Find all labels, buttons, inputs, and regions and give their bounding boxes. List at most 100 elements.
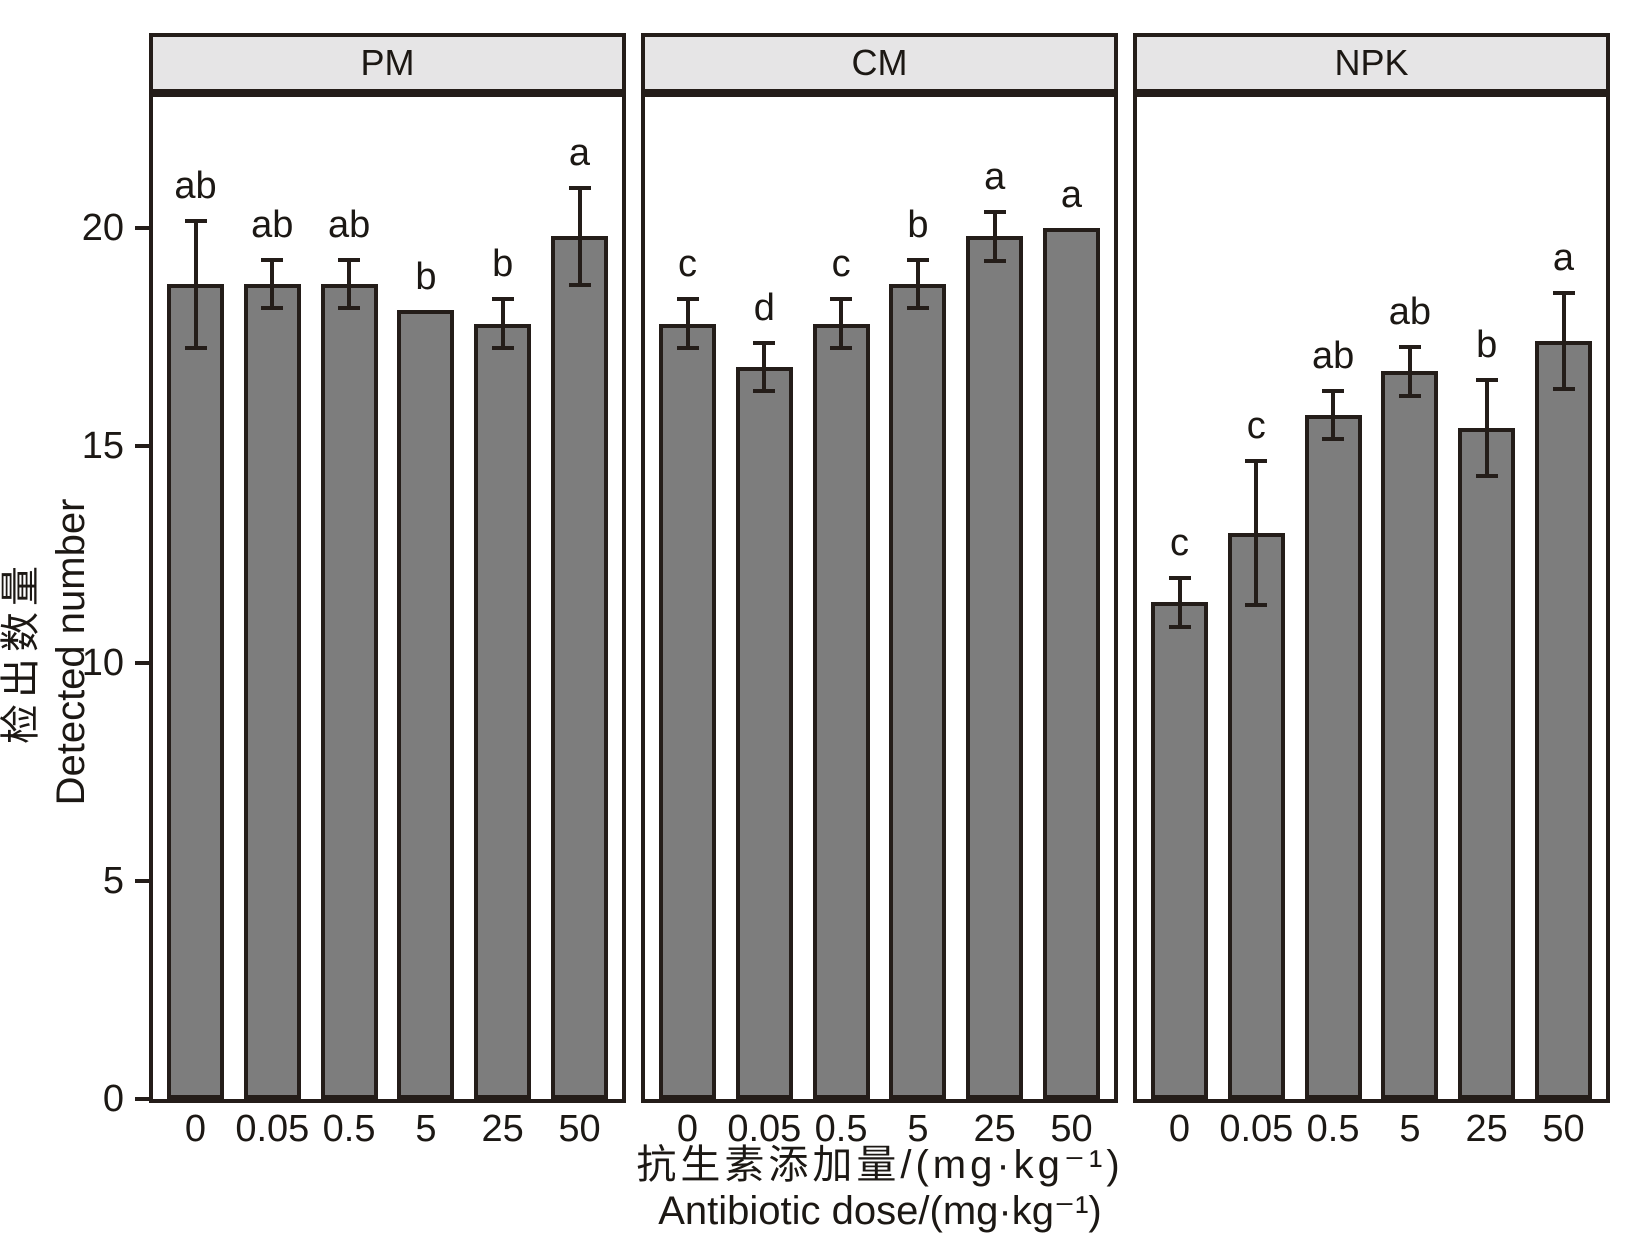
- bar-npk-0.05: [1227, 532, 1285, 1099]
- error-cap-top: [338, 258, 361, 263]
- bar-cm-0.5: [812, 323, 870, 1099]
- y-tick-label-20: 20: [81, 206, 124, 249]
- sig-letter-npk-0: c: [1170, 522, 1189, 565]
- x-tick-label-npk-50: 50: [1542, 1108, 1585, 1150]
- x-axis-title-zh: 抗生素添加量/(mg·kg⁻¹): [636, 1143, 1124, 1187]
- sig-letter-pm-25: b: [492, 243, 514, 286]
- y-tick-label-15: 15: [81, 424, 124, 467]
- sig-letter-npk-0.5: ab: [1311, 334, 1355, 377]
- sig-letter-cm-5: b: [907, 204, 929, 247]
- x-tick-label-npk-0.5: 0.5: [1306, 1108, 1360, 1150]
- facet-panel-pm: ab ab ab b b a: [149, 93, 626, 1103]
- error-cap-top: [261, 258, 284, 263]
- error-cap-bottom: [338, 306, 361, 311]
- error-bar-pm-0.5: [347, 258, 352, 311]
- y-tick-mark-10: [135, 661, 149, 666]
- sig-letter-npk-25: b: [1476, 324, 1498, 366]
- error-cap-top: [1245, 458, 1268, 463]
- error-cap-bottom: [568, 282, 591, 287]
- bar-pm-0.05: [243, 284, 301, 1099]
- error-cap-bottom: [1168, 624, 1191, 629]
- error-cap-top: [1322, 388, 1345, 393]
- y-tick-label-0: 0: [102, 1078, 124, 1120]
- error-bar-npk-50: [1561, 290, 1566, 392]
- facet-panel-cm: c d c b a a: [641, 93, 1118, 1103]
- y-tick-mark-0: [135, 1097, 149, 1101]
- error-cap-bottom: [491, 345, 514, 350]
- x-tick-label-pm-50: 50: [558, 1108, 601, 1150]
- sig-letter-npk-0.05: c: [1246, 404, 1266, 447]
- sig-letter-cm-25: a: [984, 156, 1006, 199]
- bar-cm-5: [889, 284, 947, 1099]
- error-bar-cm-25: [992, 210, 997, 263]
- sig-letter-pm-0: ab: [174, 164, 217, 207]
- x-tick-label-pm-0.05: 0.05: [235, 1108, 310, 1150]
- error-cap-bottom: [1398, 393, 1421, 398]
- x-tick-label-cm-25: 25: [973, 1108, 1016, 1150]
- error-cap-top: [568, 186, 591, 191]
- x-tick-label-npk-5: 5: [1399, 1108, 1421, 1150]
- x-tick-label-cm-5: 5: [907, 1108, 929, 1150]
- error-bar-pm-50: [577, 186, 582, 287]
- error-cap-bottom: [1322, 437, 1345, 442]
- bar-npk-25: [1458, 428, 1516, 1099]
- y-tick-label-5: 5: [102, 860, 124, 903]
- error-cap-top: [1398, 345, 1421, 350]
- error-bar-pm-25: [500, 297, 505, 350]
- x-tick-label-cm-0.5: 0.5: [814, 1108, 868, 1150]
- x-tick-label-pm-5: 5: [415, 1108, 437, 1150]
- x-tick-label-cm-0.05: 0.05: [727, 1108, 802, 1150]
- error-cap-top: [184, 218, 207, 223]
- error-cap-top: [906, 258, 929, 263]
- bar-pm-50: [551, 236, 608, 1099]
- error-cap-bottom: [261, 306, 284, 311]
- error-cap-bottom: [753, 389, 776, 394]
- bar-cm-0: [659, 323, 716, 1099]
- facet-panel-npk: c c ab ab b a: [1133, 93, 1610, 1103]
- y-tick-mark-15: [135, 443, 149, 448]
- x-tick-label-npk-25: 25: [1465, 1108, 1508, 1150]
- sig-letter-cm-0: c: [678, 243, 697, 286]
- error-bar-pm-0: [193, 219, 198, 350]
- facet-header-cm: CM: [641, 33, 1118, 93]
- error-cap-bottom: [906, 306, 929, 311]
- error-cap-bottom: [676, 345, 699, 350]
- x-axis-title-en: Antibiotic dose/(mg·kg⁻¹): [658, 1189, 1102, 1233]
- x-tick-label-npk-0: 0: [1168, 1108, 1191, 1150]
- x-tick-label-npk-0.05: 0.05: [1219, 1108, 1294, 1150]
- sig-letter-npk-50: a: [1552, 236, 1575, 279]
- sig-letter-cm-0.5: c: [831, 243, 851, 286]
- x-tick-label-cm-0: 0: [676, 1108, 699, 1150]
- bar-cm-0.05: [735, 367, 793, 1099]
- error-cap-top: [491, 297, 514, 302]
- error-bar-npk-0: [1177, 576, 1182, 629]
- error-cap-bottom: [1475, 474, 1498, 479]
- error-cap-top: [1552, 290, 1575, 295]
- error-bar-cm-0.05: [762, 340, 767, 394]
- bar-pm-5: [397, 310, 455, 1099]
- error-cap-bottom: [184, 345, 207, 350]
- error-cap-bottom: [983, 258, 1006, 263]
- y-tick-mark-20: [135, 225, 149, 230]
- x-tick-label-pm-25: 25: [481, 1108, 524, 1150]
- sig-letter-pm-0.05: ab: [251, 204, 294, 247]
- error-cap-bottom: [1552, 387, 1575, 392]
- x-tick-label-pm-0.5: 0.5: [322, 1108, 376, 1150]
- error-cap-top: [830, 297, 853, 302]
- y-tick-mark-5: [135, 879, 149, 884]
- error-bar-npk-0.05: [1254, 458, 1259, 607]
- facet-header-pm: PM: [149, 33, 626, 93]
- error-cap-top: [1475, 378, 1498, 382]
- sig-letter-cm-50: a: [1060, 173, 1083, 216]
- error-cap-bottom: [1245, 602, 1268, 607]
- bar-pm-0.5: [320, 284, 378, 1099]
- bar-npk-5: [1381, 371, 1439, 1099]
- sig-letter-npk-5: ab: [1388, 291, 1432, 334]
- error-bar-pm-0.05: [270, 258, 275, 311]
- bar-cm-25: [966, 236, 1024, 1099]
- error-bar-npk-25: [1484, 378, 1489, 479]
- error-cap-top: [983, 210, 1006, 215]
- x-tick-label-pm-0: 0: [184, 1108, 207, 1150]
- sig-letter-pm-0.5: ab: [327, 204, 371, 247]
